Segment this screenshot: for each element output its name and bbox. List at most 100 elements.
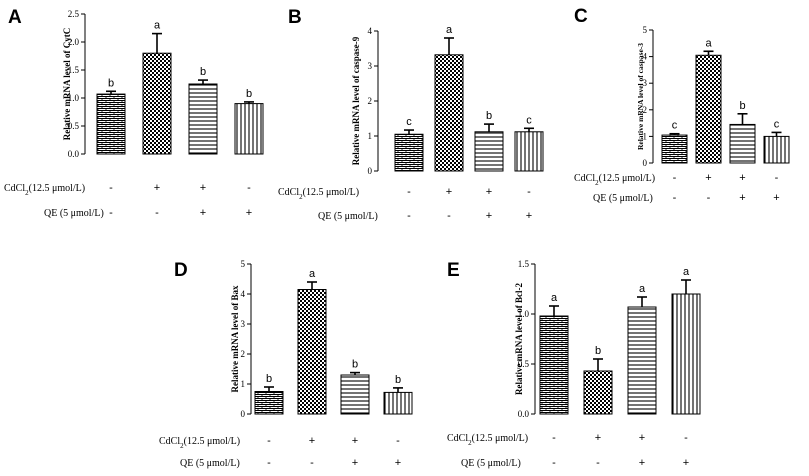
panel-d-significance-letter: a: [309, 268, 316, 280]
panel-a-qe-sign: +: [246, 207, 252, 219]
panel-a-significance-letter: b: [200, 66, 206, 78]
panel-c-cdcl2-sign: -: [775, 172, 779, 184]
panel-c-qe-sign: -: [707, 192, 711, 204]
panel-c-cdcl2-sign: -: [673, 172, 677, 184]
panel-d-letter: D: [174, 260, 188, 281]
panel-c-significance-letter: a: [705, 37, 712, 49]
panel-e: E 0.0 0.5 1.0 1.5 Relative mRNA level of Bcl-…: [447, 259, 701, 469]
panel-c-y-label: Relative mRNA level of caspase-3: [636, 43, 645, 150]
panel-d-bar-control: [254, 391, 284, 415]
panel-d-significance-letter: b: [395, 374, 401, 386]
panel-e-qe-label: QE (5 μmol/L): [461, 458, 521, 469]
panel-a-y-tick-label: 2.0: [68, 37, 80, 47]
panel-a-significance-letter: b: [108, 77, 114, 89]
panel-d-y-tick-label: 0: [241, 409, 246, 419]
panel-c-y-tick-label: 1: [643, 131, 648, 141]
panel-a-y-tick-label: 1.5: [68, 65, 80, 75]
panel-c-qe-sign: +: [773, 192, 779, 204]
panel-c-significance-letter: b: [739, 100, 745, 112]
panel-a-y-label: Relative mRNA level of CytC: [62, 28, 72, 140]
panel-e-significance-letter: a: [639, 283, 646, 295]
panel-e-qe-sign: +: [639, 457, 645, 469]
panel-b-y-tick-label: 3: [368, 61, 373, 71]
panel-e-bar-cdcl2-qe: [627, 306, 657, 415]
panel-a-cdcl2-label: CdCl2(12.5 μmol/L): [4, 183, 85, 197]
panel-d-qe-sign: +: [395, 457, 401, 469]
panel-d-y-tick-label: 5: [241, 259, 246, 269]
panel-b: B 0 1 2 3 4 Relative mRNA level of caspase-9 c a…: [278, 7, 544, 222]
panel-c-bar-control: [661, 134, 688, 164]
panel-a-significance-letter: a: [154, 20, 161, 32]
panel-c-bar-qe: [763, 135, 790, 164]
panel-d-cdcl2-label: CdCl2(12.5 μmol/L): [159, 436, 240, 450]
panel-c-bar-cdcl2: [695, 54, 722, 164]
panel-e-cdcl2-sign: +: [639, 432, 645, 444]
panel-e-cdcl2-sign: -: [552, 432, 556, 444]
panel-b-y-tick-label: 0: [368, 166, 373, 176]
panel-a-qe-sign: -: [155, 207, 159, 219]
panel-e-cdcl2-sign: -: [684, 432, 688, 444]
panel-b-significance-letter: a: [446, 24, 453, 36]
panel-b-y-tick-label: 1: [368, 131, 373, 141]
panel-d-bar-qe: [383, 391, 413, 415]
panel-e-y-label: Relative mRNA level of Bcl-2: [514, 283, 524, 395]
panel-b-bar-cdcl2-qe: [474, 131, 504, 172]
panel-d-significance-letter: b: [352, 359, 358, 371]
panel-c-significance-letter: c: [774, 118, 780, 130]
panel-d-qe-label: QE (5 μmol/L): [180, 458, 240, 469]
panel-a-letter: A: [8, 7, 22, 28]
panel-a-bar-cdcl2: [142, 52, 172, 155]
panel-d-y-tick-label: 1: [241, 379, 246, 389]
panel-e-y-tick-label: 0.0: [518, 409, 530, 419]
panel-b-letter: B: [288, 7, 302, 28]
panel-c-qe-sign: +: [739, 192, 745, 204]
panel-b-qe-sign: +: [486, 210, 492, 222]
panel-a-cdcl2-sign: +: [200, 182, 206, 194]
panel-a-cdcl2-sign: +: [154, 182, 160, 194]
panel-b-qe-sign: -: [407, 210, 411, 222]
panel-c-qe-sign: -: [673, 192, 677, 204]
panel-b-cdcl2-label: CdCl2(12.5 μmol/L): [278, 187, 359, 201]
panel-e-significance-letter: b: [595, 345, 601, 357]
panel-c-y-tick-label: 5: [643, 25, 648, 35]
panel-b-qe-label: QE (5 μmol/L): [318, 211, 378, 222]
panel-a-cdcl2-sign: -: [109, 182, 113, 194]
panel-e-qe-sign: -: [596, 457, 600, 469]
panel-d-y-label: Relative mRNA level of Bax: [230, 285, 240, 392]
panel-a-y-tick-label: 1.0: [68, 93, 80, 103]
panel-a-qe-label: QE (5 μmol/L): [44, 208, 104, 219]
panel-a: A 0.0 0.5 1.0 1.5 2.0 2.5 Relative mRNA level o…: [4, 7, 264, 219]
panel-a-significance-letter: b: [246, 88, 252, 100]
panel-b-cdcl2-sign: -: [527, 186, 531, 198]
panel-b-y-tick-label: 2: [368, 96, 373, 106]
panel-d-y-tick-label: 4: [241, 289, 246, 299]
panel-d: D 0 1 2 3 4 5 Relative mRNA level of Bax b a b b CdC…: [159, 259, 413, 469]
panel-b-bar-control: [394, 133, 424, 172]
panel-e-bar-control: [539, 315, 569, 415]
panel-b-cdcl2-sign: +: [486, 186, 492, 198]
panel-b-bar-cdcl2: [434, 54, 464, 172]
panel-c-letter: C: [574, 6, 588, 27]
panel-d-significance-letter: b: [266, 373, 272, 385]
panel-b-cdcl2-sign: +: [446, 186, 452, 198]
panel-c-y-tick-label: 4: [643, 52, 648, 62]
panel-d-qe-sign: +: [352, 457, 358, 469]
panel-a-bar-control: [96, 93, 126, 155]
panel-a-qe-sign: +: [200, 207, 206, 219]
panel-c-y-tick-label: 3: [643, 78, 648, 88]
panel-c-y-tick-label: 2: [643, 105, 648, 115]
panel-e-bar-cdcl2: [583, 370, 613, 415]
panel-c-cdcl2-sign: +: [739, 172, 745, 184]
panel-a-bar-cdcl2-qe: [188, 83, 218, 155]
panel-d-cdcl2-sign: +: [309, 435, 315, 447]
panel-d-bar-cdcl2-qe: [340, 374, 370, 415]
panel-b-qe-sign: -: [447, 210, 451, 222]
panel-c-significance-letter: c: [672, 120, 678, 132]
panel-b-significance-letter: c: [526, 114, 532, 126]
panel-e-significance-letter: a: [683, 266, 690, 278]
panel-e-y-tick-label: 0.5: [518, 359, 530, 369]
panel-c: C 0 1 2 3 4 5 Relative mRNA level of caspase-3 c…: [574, 6, 790, 204]
panel-b-y-label: Relative mRNA level of caspase-9: [351, 36, 361, 165]
panel-c-cdcl2-sign: +: [705, 172, 711, 184]
